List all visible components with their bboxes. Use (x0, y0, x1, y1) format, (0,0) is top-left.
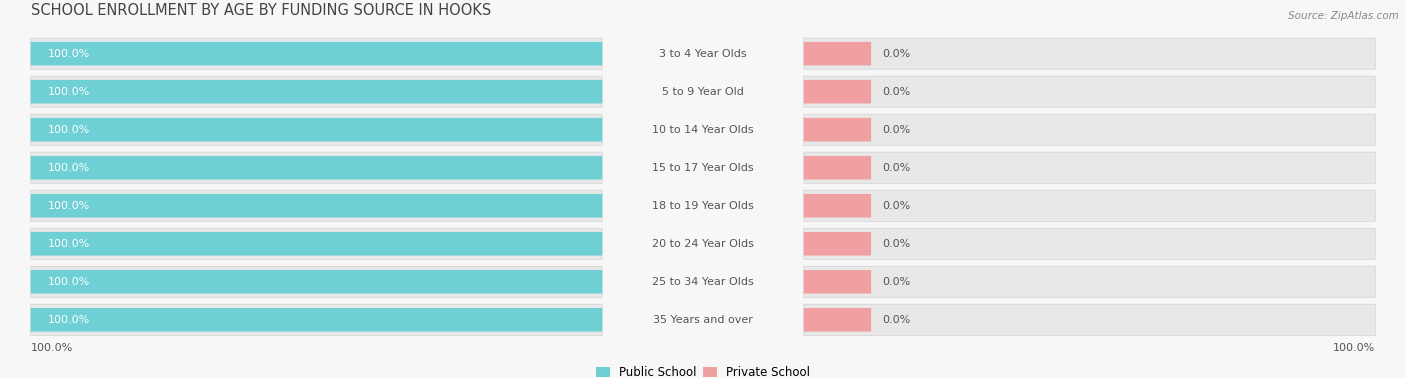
Text: 15 to 17 Year Olds: 15 to 17 Year Olds (652, 163, 754, 173)
Text: 100.0%: 100.0% (1333, 343, 1375, 353)
FancyBboxPatch shape (804, 194, 872, 217)
Text: 0.0%: 0.0% (882, 87, 911, 97)
FancyBboxPatch shape (804, 76, 1375, 107)
FancyBboxPatch shape (31, 270, 602, 294)
Text: 5 to 9 Year Old: 5 to 9 Year Old (662, 87, 744, 97)
FancyBboxPatch shape (31, 152, 602, 183)
FancyBboxPatch shape (31, 42, 602, 65)
FancyBboxPatch shape (804, 114, 1375, 145)
FancyBboxPatch shape (31, 190, 602, 222)
Text: 0.0%: 0.0% (882, 49, 911, 59)
Text: 100.0%: 100.0% (31, 343, 73, 353)
FancyBboxPatch shape (804, 118, 872, 141)
Text: 100.0%: 100.0% (48, 239, 90, 249)
Text: 100.0%: 100.0% (48, 87, 90, 97)
FancyBboxPatch shape (31, 308, 602, 332)
Text: 100.0%: 100.0% (48, 163, 90, 173)
FancyBboxPatch shape (804, 232, 872, 256)
Text: 10 to 14 Year Olds: 10 to 14 Year Olds (652, 125, 754, 135)
FancyBboxPatch shape (31, 76, 602, 107)
Text: 100.0%: 100.0% (48, 315, 90, 325)
Text: 100.0%: 100.0% (48, 277, 90, 287)
FancyBboxPatch shape (804, 190, 1375, 222)
Text: 0.0%: 0.0% (882, 315, 911, 325)
Text: 20 to 24 Year Olds: 20 to 24 Year Olds (652, 239, 754, 249)
FancyBboxPatch shape (804, 270, 872, 294)
Text: SCHOOL ENROLLMENT BY AGE BY FUNDING SOURCE IN HOOKS: SCHOOL ENROLLMENT BY AGE BY FUNDING SOUR… (31, 3, 491, 17)
FancyBboxPatch shape (31, 266, 602, 297)
FancyBboxPatch shape (804, 38, 1375, 69)
Legend: Public School, Private School: Public School, Private School (596, 366, 810, 378)
FancyBboxPatch shape (31, 80, 602, 104)
FancyBboxPatch shape (31, 118, 602, 141)
FancyBboxPatch shape (804, 156, 872, 180)
Text: 35 Years and over: 35 Years and over (652, 315, 754, 325)
Text: 3 to 4 Year Olds: 3 to 4 Year Olds (659, 49, 747, 59)
Text: 0.0%: 0.0% (882, 277, 911, 287)
FancyBboxPatch shape (804, 152, 1375, 183)
FancyBboxPatch shape (31, 114, 602, 145)
FancyBboxPatch shape (31, 304, 602, 335)
FancyBboxPatch shape (804, 42, 872, 65)
Text: 0.0%: 0.0% (882, 125, 911, 135)
FancyBboxPatch shape (31, 194, 602, 217)
FancyBboxPatch shape (804, 308, 872, 332)
Text: 0.0%: 0.0% (882, 163, 911, 173)
FancyBboxPatch shape (804, 304, 1375, 335)
FancyBboxPatch shape (31, 156, 602, 180)
FancyBboxPatch shape (31, 232, 602, 256)
Text: 0.0%: 0.0% (882, 201, 911, 211)
Text: 100.0%: 100.0% (48, 125, 90, 135)
FancyBboxPatch shape (31, 228, 602, 259)
Text: 0.0%: 0.0% (882, 239, 911, 249)
Text: 100.0%: 100.0% (48, 49, 90, 59)
Text: Source: ZipAtlas.com: Source: ZipAtlas.com (1288, 11, 1399, 21)
FancyBboxPatch shape (804, 228, 1375, 259)
Text: 18 to 19 Year Olds: 18 to 19 Year Olds (652, 201, 754, 211)
FancyBboxPatch shape (31, 38, 602, 69)
FancyBboxPatch shape (804, 266, 1375, 297)
FancyBboxPatch shape (804, 80, 872, 104)
Text: 25 to 34 Year Olds: 25 to 34 Year Olds (652, 277, 754, 287)
Text: 100.0%: 100.0% (48, 201, 90, 211)
